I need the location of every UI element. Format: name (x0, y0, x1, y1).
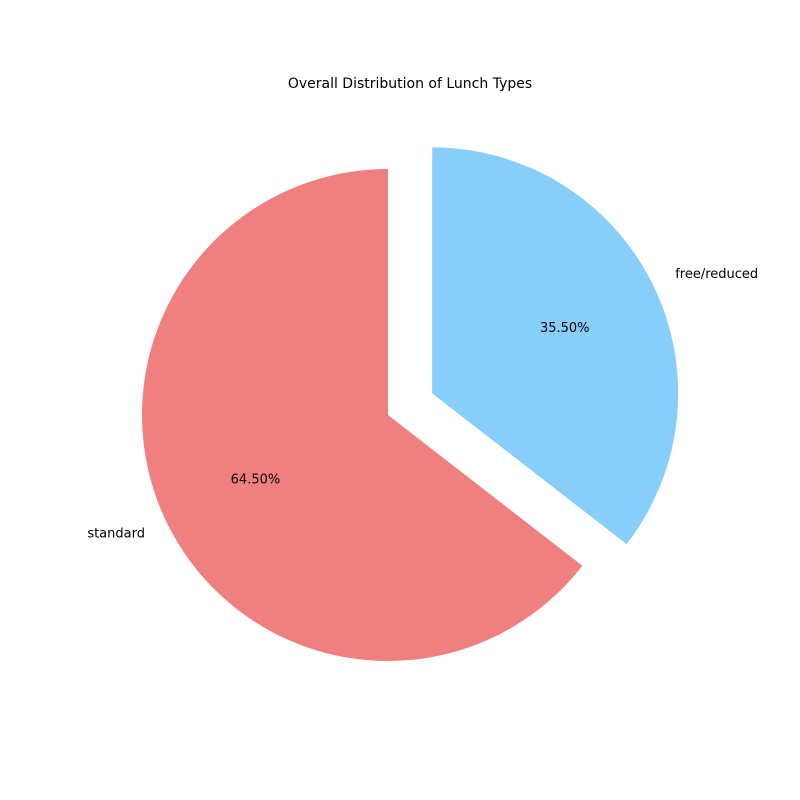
pie-slice-free-reduced (432, 147, 679, 545)
labels-layer: standard 64.50% free/reduced 35.50% (87, 267, 758, 542)
slices-layer (141, 147, 679, 662)
slice-percent-label: 35.50% (540, 321, 590, 336)
chart-title: Overall Distribution of Lunch Types (288, 76, 532, 92)
slice-label: free/reduced (675, 267, 758, 282)
slice-percent-label: 64.50% (231, 472, 281, 487)
pie-slice-standard (141, 169, 583, 662)
slice-label: standard (87, 527, 145, 542)
